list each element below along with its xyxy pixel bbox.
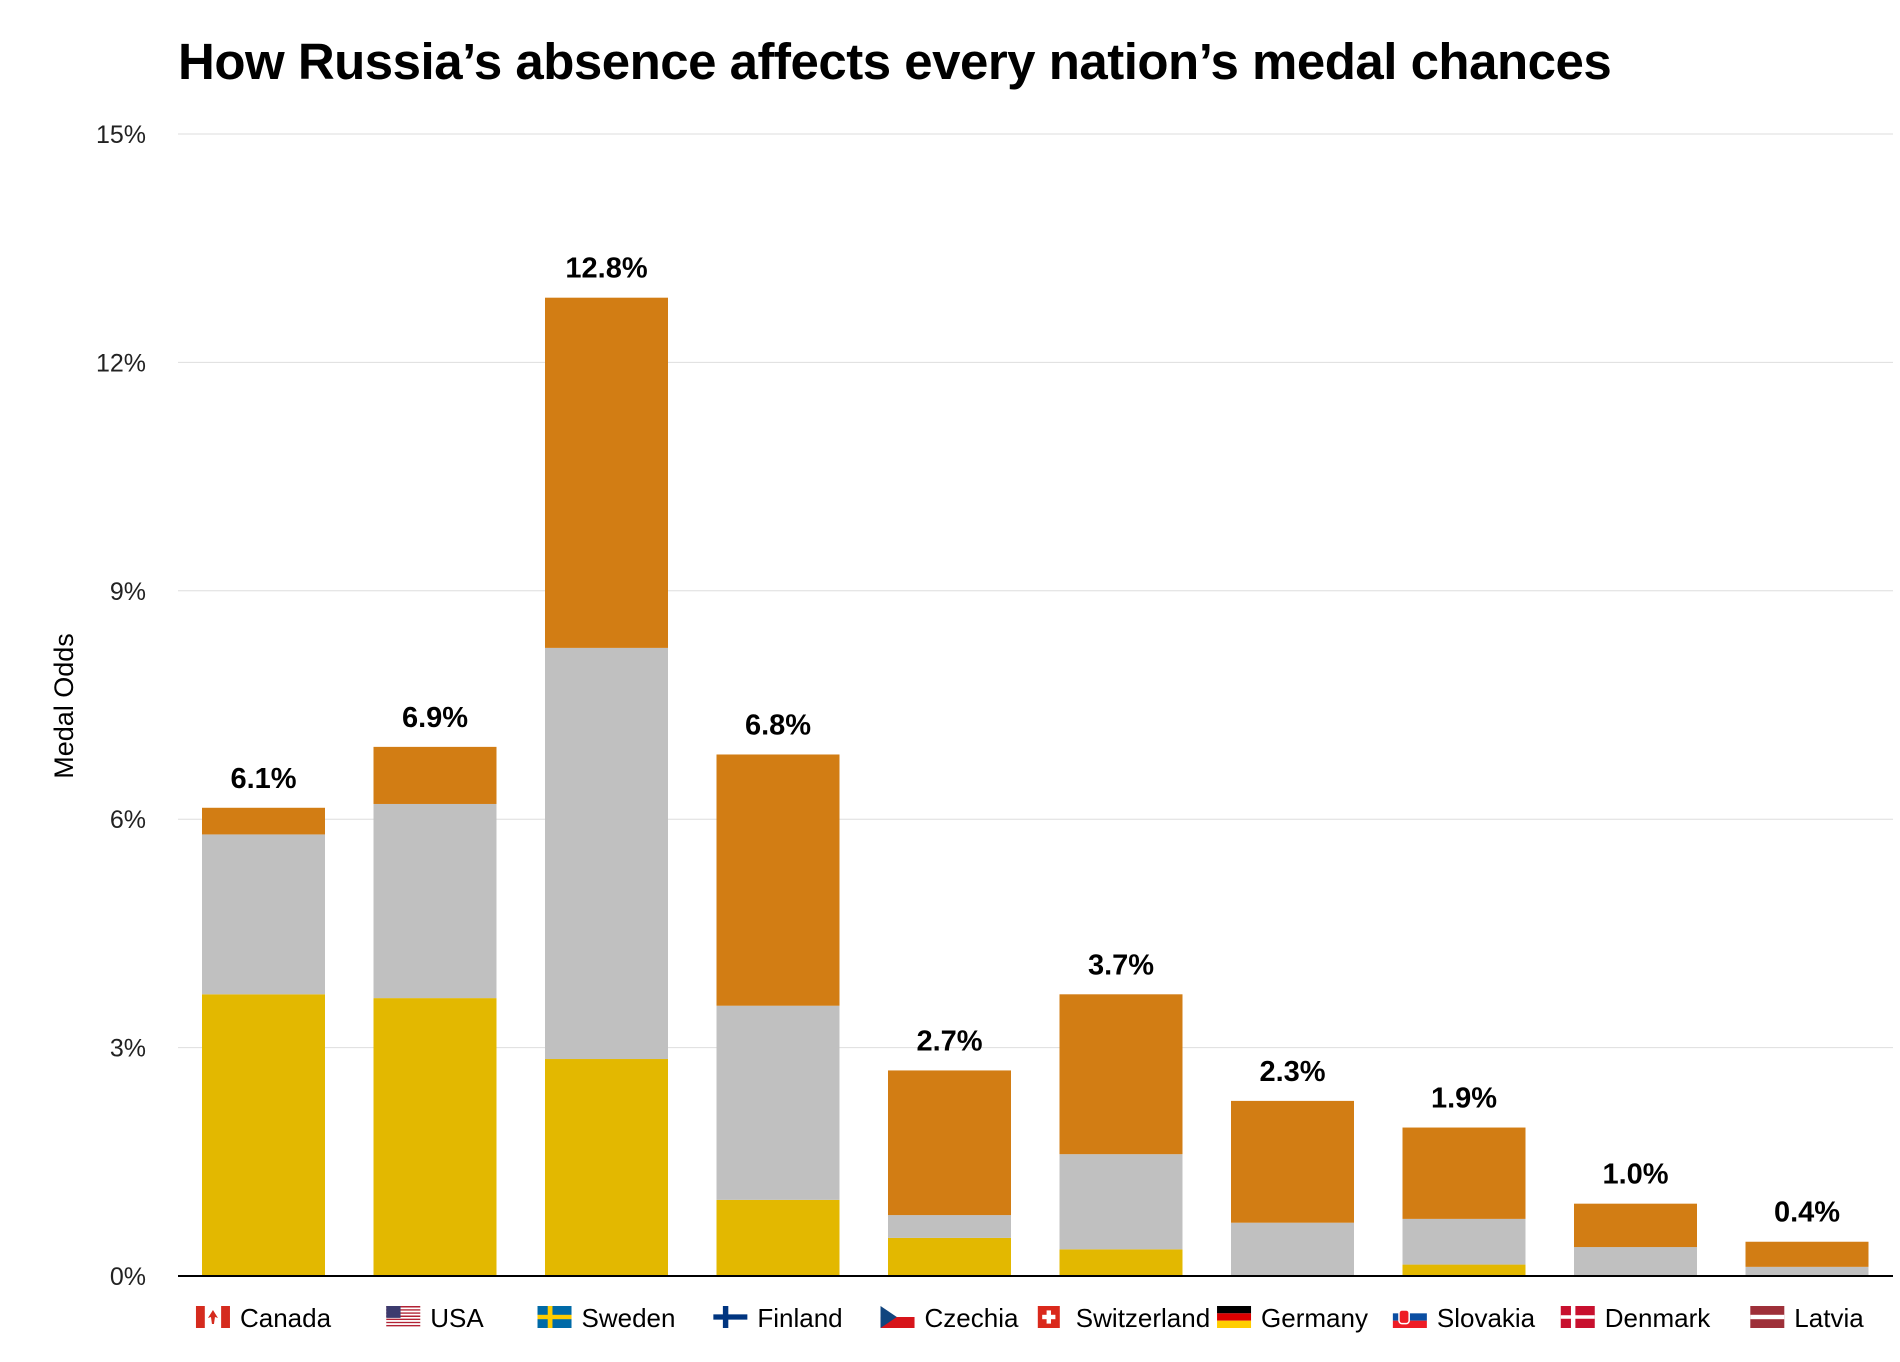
total-label-usa: 6.9% — [402, 702, 468, 734]
bar-segment-sweden-0 — [545, 1059, 668, 1276]
finland-flag-icon — [713, 1306, 748, 1328]
bar-segment-sweden-1 — [545, 647, 668, 1060]
total-label-canada: 6.1% — [230, 763, 296, 795]
category-canada: Canada — [195, 1303, 332, 1333]
bar-segment-finland-0 — [716, 1199, 840, 1276]
bar-segment-latvia-2 — [1745, 1241, 1869, 1267]
bar-segment-switzerland-2 — [1059, 994, 1183, 1155]
bar-segment-usa-0 — [373, 998, 497, 1276]
y-tick-label: 3% — [110, 1035, 146, 1063]
y-tick-label: 6% — [110, 806, 146, 834]
canada-flag-icon — [195, 1306, 230, 1328]
bar-segment-switzerland-0 — [1059, 1249, 1183, 1276]
y-tick-label: 15% — [96, 121, 146, 149]
category-label: Germany — [1261, 1303, 1368, 1333]
chart-title: How Russia’s absence affects every natio… — [178, 33, 1612, 90]
category-label: Denmark — [1605, 1303, 1711, 1333]
bar-segment-germany-1 — [1231, 1222, 1354, 1276]
bar-segment-usa-2 — [373, 746, 497, 804]
denmark-flag-icon — [1560, 1306, 1595, 1328]
data-labels: 6.1% 6.9% 12.8% 6.8% 2.7% 3.7% 2.3% 1.9% 1.0% 0.4… — [230, 253, 1840, 1229]
total-label-sweden: 12.8% — [565, 253, 647, 285]
total-label-denmark: 1.0% — [1602, 1159, 1668, 1191]
category-label: Switzerland — [1076, 1303, 1210, 1333]
category-sweden: Sweden — [537, 1303, 676, 1333]
category-label: USA — [430, 1303, 484, 1333]
category-latvia: Latvia — [1750, 1303, 1864, 1333]
bar-segment-slovakia-0 — [1402, 1264, 1526, 1276]
switzerland-flag-icon — [1037, 1306, 1060, 1328]
germany-flag-icon — [1217, 1306, 1252, 1328]
category-label: Czechia — [925, 1303, 1019, 1333]
category-switzerland: Switzerland — [1037, 1303, 1210, 1333]
category-labels: Canada USA Sweden Finland Czechia Switzerland… — [195, 1303, 1864, 1333]
total-label-switzerland: 3.7% — [1088, 949, 1154, 981]
y-axis-ticks: 0% 3% 6% 9% 12% 15% — [96, 121, 146, 1291]
bar-segment-czechia-1 — [888, 1215, 1011, 1238]
czechia-flag-icon — [880, 1306, 915, 1328]
y-tick-label: 9% — [110, 578, 146, 606]
category-label: Sweden — [582, 1303, 676, 1333]
category-label: Finland — [757, 1303, 842, 1333]
bar-segment-finland-1 — [716, 1005, 840, 1200]
bars — [202, 297, 1869, 1276]
bar-segment-denmark-1 — [1574, 1247, 1697, 1276]
bar-segment-latvia-1 — [1745, 1266, 1869, 1276]
category-usa: USA — [386, 1303, 484, 1333]
bar-segment-sweden-2 — [545, 297, 668, 648]
category-czechia: Czechia — [880, 1303, 1019, 1333]
y-tick-label: 0% — [110, 1263, 146, 1291]
bar-segment-czechia-0 — [888, 1237, 1011, 1276]
bar-segment-usa-1 — [373, 803, 497, 999]
slovakia-flag-icon — [1392, 1306, 1427, 1328]
bar-segment-canada-0 — [202, 994, 325, 1276]
bar-segment-canada-2 — [202, 807, 325, 835]
total-label-latvia: 0.4% — [1774, 1197, 1840, 1229]
latvia-flag-icon — [1750, 1306, 1785, 1328]
category-label: Canada — [240, 1303, 332, 1333]
category-germany: Germany — [1217, 1303, 1368, 1333]
category-finland: Finland — [713, 1303, 843, 1333]
bar-segment-czechia-2 — [888, 1070, 1011, 1216]
total-label-germany: 2.3% — [1259, 1056, 1325, 1088]
y-tick-label: 12% — [96, 349, 146, 377]
sweden-flag-icon — [537, 1306, 572, 1328]
total-label-czechia: 2.7% — [916, 1025, 982, 1057]
bar-segment-germany-2 — [1231, 1100, 1354, 1223]
bar-segment-switzerland-1 — [1059, 1154, 1183, 1250]
bar-segment-denmark-2 — [1574, 1203, 1697, 1248]
category-denmark: Denmark — [1560, 1303, 1711, 1333]
total-label-slovakia: 1.9% — [1431, 1083, 1497, 1115]
category-slovakia: Slovakia — [1392, 1303, 1536, 1333]
bar-segment-finland-2 — [716, 754, 840, 1006]
bar-segment-slovakia-1 — [1402, 1218, 1526, 1265]
y-axis-title: Medal Odds — [49, 633, 79, 779]
category-label: Latvia — [1794, 1303, 1864, 1333]
usa-flag-icon — [386, 1306, 421, 1328]
total-label-finland: 6.8% — [745, 709, 811, 741]
category-label: Slovakia — [1437, 1303, 1536, 1333]
bar-segment-canada-1 — [202, 834, 325, 995]
bar-segment-slovakia-2 — [1402, 1127, 1526, 1219]
